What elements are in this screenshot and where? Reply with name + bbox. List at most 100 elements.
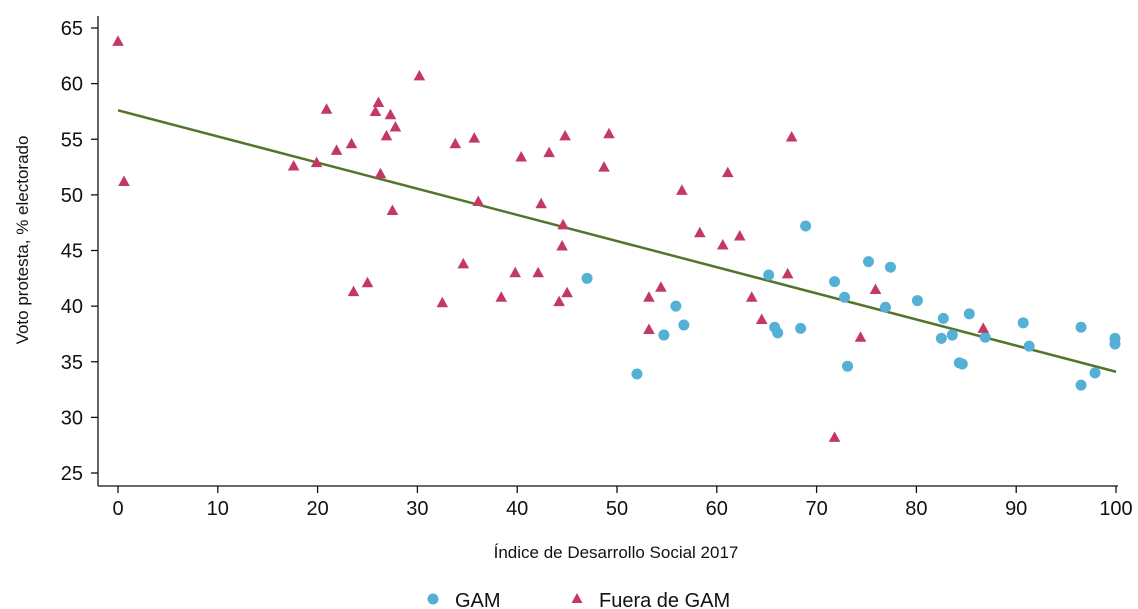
gam-point — [839, 291, 851, 303]
y-tick-label: 60 — [61, 74, 83, 96]
gam-point — [678, 319, 690, 331]
x-axis-title: Índice de Desarrollo Social 2017 — [494, 543, 739, 562]
fuera-gam-point — [535, 197, 547, 209]
fuera-gam-point — [532, 266, 544, 278]
x-tick-label: 20 — [306, 498, 328, 520]
y-axis-ticks: 25 30 35 40 45 50 55 60 65 — [61, 18, 98, 485]
fuera-gam-point — [509, 266, 522, 278]
x-tick-label: 0 — [112, 498, 123, 520]
legend-gam-marker — [427, 593, 439, 605]
legend-gam-label: GAM — [455, 590, 501, 609]
fuera-gam-point — [543, 146, 555, 158]
gam-point — [879, 301, 891, 313]
gam-point — [800, 220, 812, 232]
x-tick-label: 60 — [706, 498, 728, 520]
gam-point — [842, 360, 854, 372]
fuera-gam-point — [449, 137, 462, 149]
x-tick-label: 40 — [506, 498, 528, 520]
fuera-gam-point — [380, 129, 393, 141]
gam-point — [1017, 317, 1029, 329]
gam-point — [956, 358, 968, 370]
fuera-gam-point — [118, 175, 130, 187]
gam-point — [937, 312, 949, 324]
fuera-gam-point — [553, 295, 565, 307]
x-tick-label: 70 — [805, 498, 827, 520]
fuera-gam-point — [472, 195, 485, 207]
x-tick-label: 100 — [1099, 498, 1132, 520]
fuera-gam-point — [495, 291, 508, 302]
fuera-gam-point — [372, 96, 385, 108]
legend-fuera-label: Fuera de GAM — [599, 590, 730, 609]
fuera-gam-point — [112, 35, 124, 46]
fuera-gam-point — [643, 291, 655, 302]
legend-fuera-marker — [571, 593, 583, 603]
fuera-gam-point — [310, 156, 323, 168]
gam-point — [581, 272, 593, 284]
series-gam-points — [581, 220, 1121, 391]
fuera-gam-point — [468, 132, 481, 143]
y-tick-label: 30 — [61, 407, 83, 429]
x-tick-label: 50 — [606, 498, 628, 520]
gam-point — [862, 256, 874, 268]
gam-point — [911, 295, 923, 307]
fuera-gam-point — [655, 281, 667, 292]
y-tick-label: 50 — [61, 185, 83, 207]
fuera-gam-point — [457, 257, 470, 269]
fuera-gam-point — [374, 167, 387, 179]
y-tick-label: 40 — [61, 296, 83, 318]
gam-point — [946, 329, 958, 341]
y-tick-label: 25 — [61, 463, 83, 485]
fuera-gam-point — [745, 291, 758, 302]
fuera-gam-point — [721, 166, 734, 178]
gam-point — [884, 261, 896, 273]
gam-point — [829, 276, 841, 288]
gam-point — [935, 332, 947, 344]
fuera-gam-point — [320, 103, 333, 114]
fuera-gam-point — [828, 431, 841, 442]
fuera-gam-point — [287, 159, 300, 171]
gam-point — [631, 368, 643, 380]
fuera-gam-point — [869, 283, 882, 294]
fuera-gam-point — [785, 131, 798, 142]
fuera-gam-point — [384, 108, 397, 120]
fuera-gam-point — [977, 322, 990, 333]
y-tick-label: 35 — [61, 352, 83, 374]
fuera-gam-point — [716, 238, 729, 250]
gam-point — [795, 322, 807, 334]
y-tick-label: 65 — [61, 18, 83, 40]
gam-point — [979, 331, 991, 343]
gam-point — [1109, 338, 1121, 350]
fuera-gam-point — [436, 296, 449, 308]
series-fuera-points — [112, 35, 990, 442]
fuera-gam-point — [369, 105, 382, 116]
gam-point — [963, 308, 975, 320]
fuera-gam-point — [694, 226, 706, 238]
y-tick-label: 55 — [61, 129, 83, 151]
fuera-gam-point — [330, 144, 343, 155]
fuera-gam-point — [345, 137, 358, 149]
fuera-gam-point — [386, 204, 399, 215]
fuera-gam-point — [556, 240, 568, 251]
x-tick-label: 80 — [905, 498, 927, 520]
y-axis-title: Voto protesta, % electorado — [13, 136, 32, 345]
gam-point — [670, 300, 682, 312]
fuera-gam-point — [413, 69, 426, 81]
legend: GAM Fuera de GAM — [427, 590, 730, 609]
x-tick-label: 30 — [406, 498, 428, 520]
gam-point — [1075, 321, 1087, 333]
fuera-gam-point — [389, 121, 402, 132]
x-tick-label: 90 — [1005, 498, 1027, 520]
gam-point — [658, 329, 670, 341]
gam-point — [1023, 340, 1035, 352]
fuera-gam-point — [643, 323, 655, 334]
fuera-gam-point — [755, 313, 768, 324]
gam-point — [772, 327, 784, 339]
fuera-gam-point — [561, 286, 573, 298]
fuera-gam-point — [557, 218, 569, 230]
fuera-gam-point — [361, 276, 374, 288]
x-axis-ticks: 0 10 20 30 40 50 60 70 80 90 100 — [112, 486, 1133, 520]
fuera-gam-point — [598, 161, 610, 172]
gam-point — [1075, 379, 1087, 391]
fuera-gam-point — [733, 230, 746, 241]
